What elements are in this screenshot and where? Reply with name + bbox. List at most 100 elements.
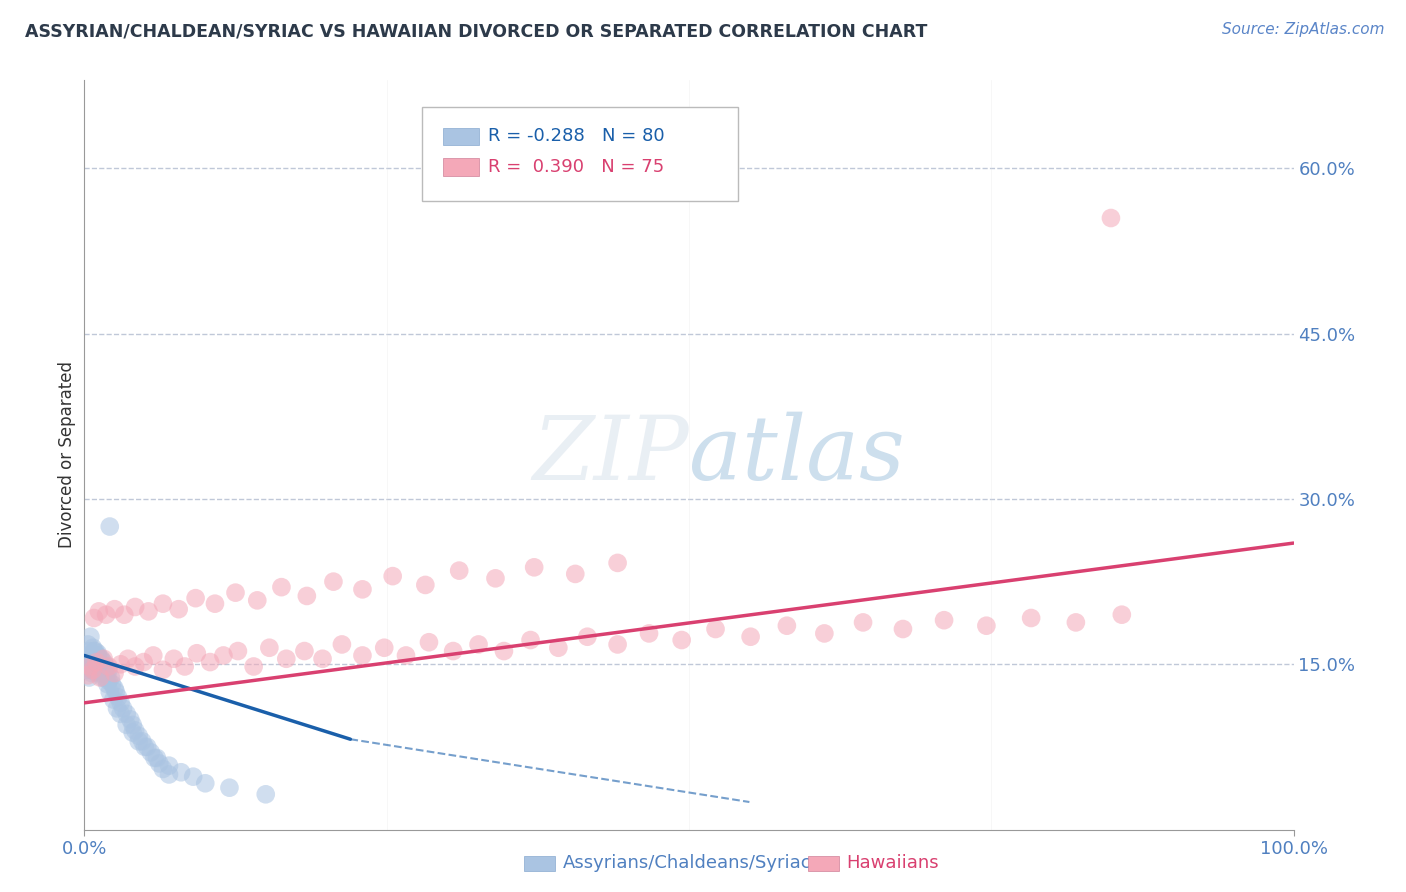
- Point: [89, 671, 111, 685]
- Point: [891, 622, 914, 636]
- Point: [82, 663, 104, 677]
- Point: [152, 663, 174, 677]
- Point: [90, 657, 112, 672]
- Point: [204, 597, 226, 611]
- Point: [146, 751, 169, 765]
- Point: [86, 648, 108, 663]
- Point: [152, 762, 174, 776]
- Text: R = -0.288   N = 80: R = -0.288 N = 80: [488, 128, 665, 145]
- Point: [91, 671, 114, 685]
- Point: [152, 597, 174, 611]
- Point: [96, 668, 118, 682]
- Point: [83, 652, 105, 666]
- Point: [226, 644, 249, 658]
- Point: [83, 611, 105, 625]
- Point: [163, 652, 186, 666]
- Point: [83, 657, 105, 672]
- Point: [270, 580, 292, 594]
- Point: [373, 640, 395, 655]
- Point: [115, 718, 138, 732]
- Text: R =  0.390   N = 75: R = 0.390 N = 75: [488, 158, 664, 176]
- Point: [352, 648, 374, 663]
- Point: [128, 734, 150, 748]
- Point: [112, 607, 135, 622]
- Point: [852, 615, 875, 630]
- Point: [194, 776, 217, 790]
- Point: [110, 696, 132, 710]
- Point: [110, 706, 132, 721]
- Point: [322, 574, 344, 589]
- Point: [813, 626, 835, 640]
- Point: [415, 578, 437, 592]
- Point: [86, 646, 108, 660]
- Point: [97, 659, 120, 673]
- Point: [254, 787, 277, 801]
- Point: [136, 739, 159, 754]
- Point: [484, 571, 506, 585]
- Point: [103, 692, 125, 706]
- Point: [242, 659, 264, 673]
- Point: [110, 657, 132, 672]
- Point: [142, 648, 165, 663]
- Point: [139, 746, 162, 760]
- Point: [441, 644, 464, 658]
- Point: [84, 652, 107, 666]
- Point: [77, 637, 100, 651]
- Point: [87, 663, 110, 677]
- Point: [124, 599, 146, 614]
- Point: [77, 655, 100, 669]
- Point: [131, 734, 153, 748]
- Point: [79, 659, 101, 673]
- Point: [976, 618, 998, 632]
- Point: [83, 644, 105, 658]
- Point: [148, 756, 170, 771]
- Point: [1099, 211, 1122, 225]
- Point: [170, 765, 193, 780]
- Point: [776, 618, 799, 632]
- Text: atlas: atlas: [689, 411, 904, 499]
- Point: [107, 690, 129, 705]
- Text: ZIP: ZIP: [533, 411, 689, 499]
- Point: [86, 655, 108, 669]
- Point: [181, 770, 204, 784]
- Y-axis label: Divorced or Separated: Divorced or Separated: [58, 361, 76, 549]
- Point: [80, 666, 103, 681]
- Point: [86, 655, 108, 669]
- Point: [124, 659, 146, 673]
- Point: [79, 652, 101, 666]
- Text: Hawaiians: Hawaiians: [846, 855, 939, 872]
- Point: [77, 671, 100, 685]
- Point: [96, 677, 118, 691]
- Point: [167, 602, 190, 616]
- Point: [82, 640, 104, 655]
- Point: [77, 644, 100, 658]
- Point: [564, 566, 586, 581]
- Point: [294, 644, 316, 658]
- Point: [576, 630, 599, 644]
- Point: [104, 602, 127, 616]
- Point: [157, 767, 180, 781]
- Point: [97, 663, 120, 677]
- Point: [128, 729, 150, 743]
- Point: [87, 604, 110, 618]
- Point: [94, 666, 117, 681]
- Point: [82, 663, 104, 677]
- Point: [311, 652, 333, 666]
- Point: [186, 646, 208, 660]
- Point: [93, 652, 115, 666]
- Point: [523, 560, 546, 574]
- Point: [79, 630, 101, 644]
- Point: [259, 640, 281, 655]
- Point: [89, 652, 111, 666]
- Point: [94, 671, 117, 685]
- Point: [1064, 615, 1087, 630]
- Point: [212, 648, 235, 663]
- Point: [276, 652, 298, 666]
- Point: [704, 622, 727, 636]
- Point: [418, 635, 440, 649]
- Point: [143, 751, 166, 765]
- Point: [638, 626, 661, 640]
- Point: [121, 718, 143, 732]
- Point: [218, 780, 240, 795]
- Point: [94, 607, 117, 622]
